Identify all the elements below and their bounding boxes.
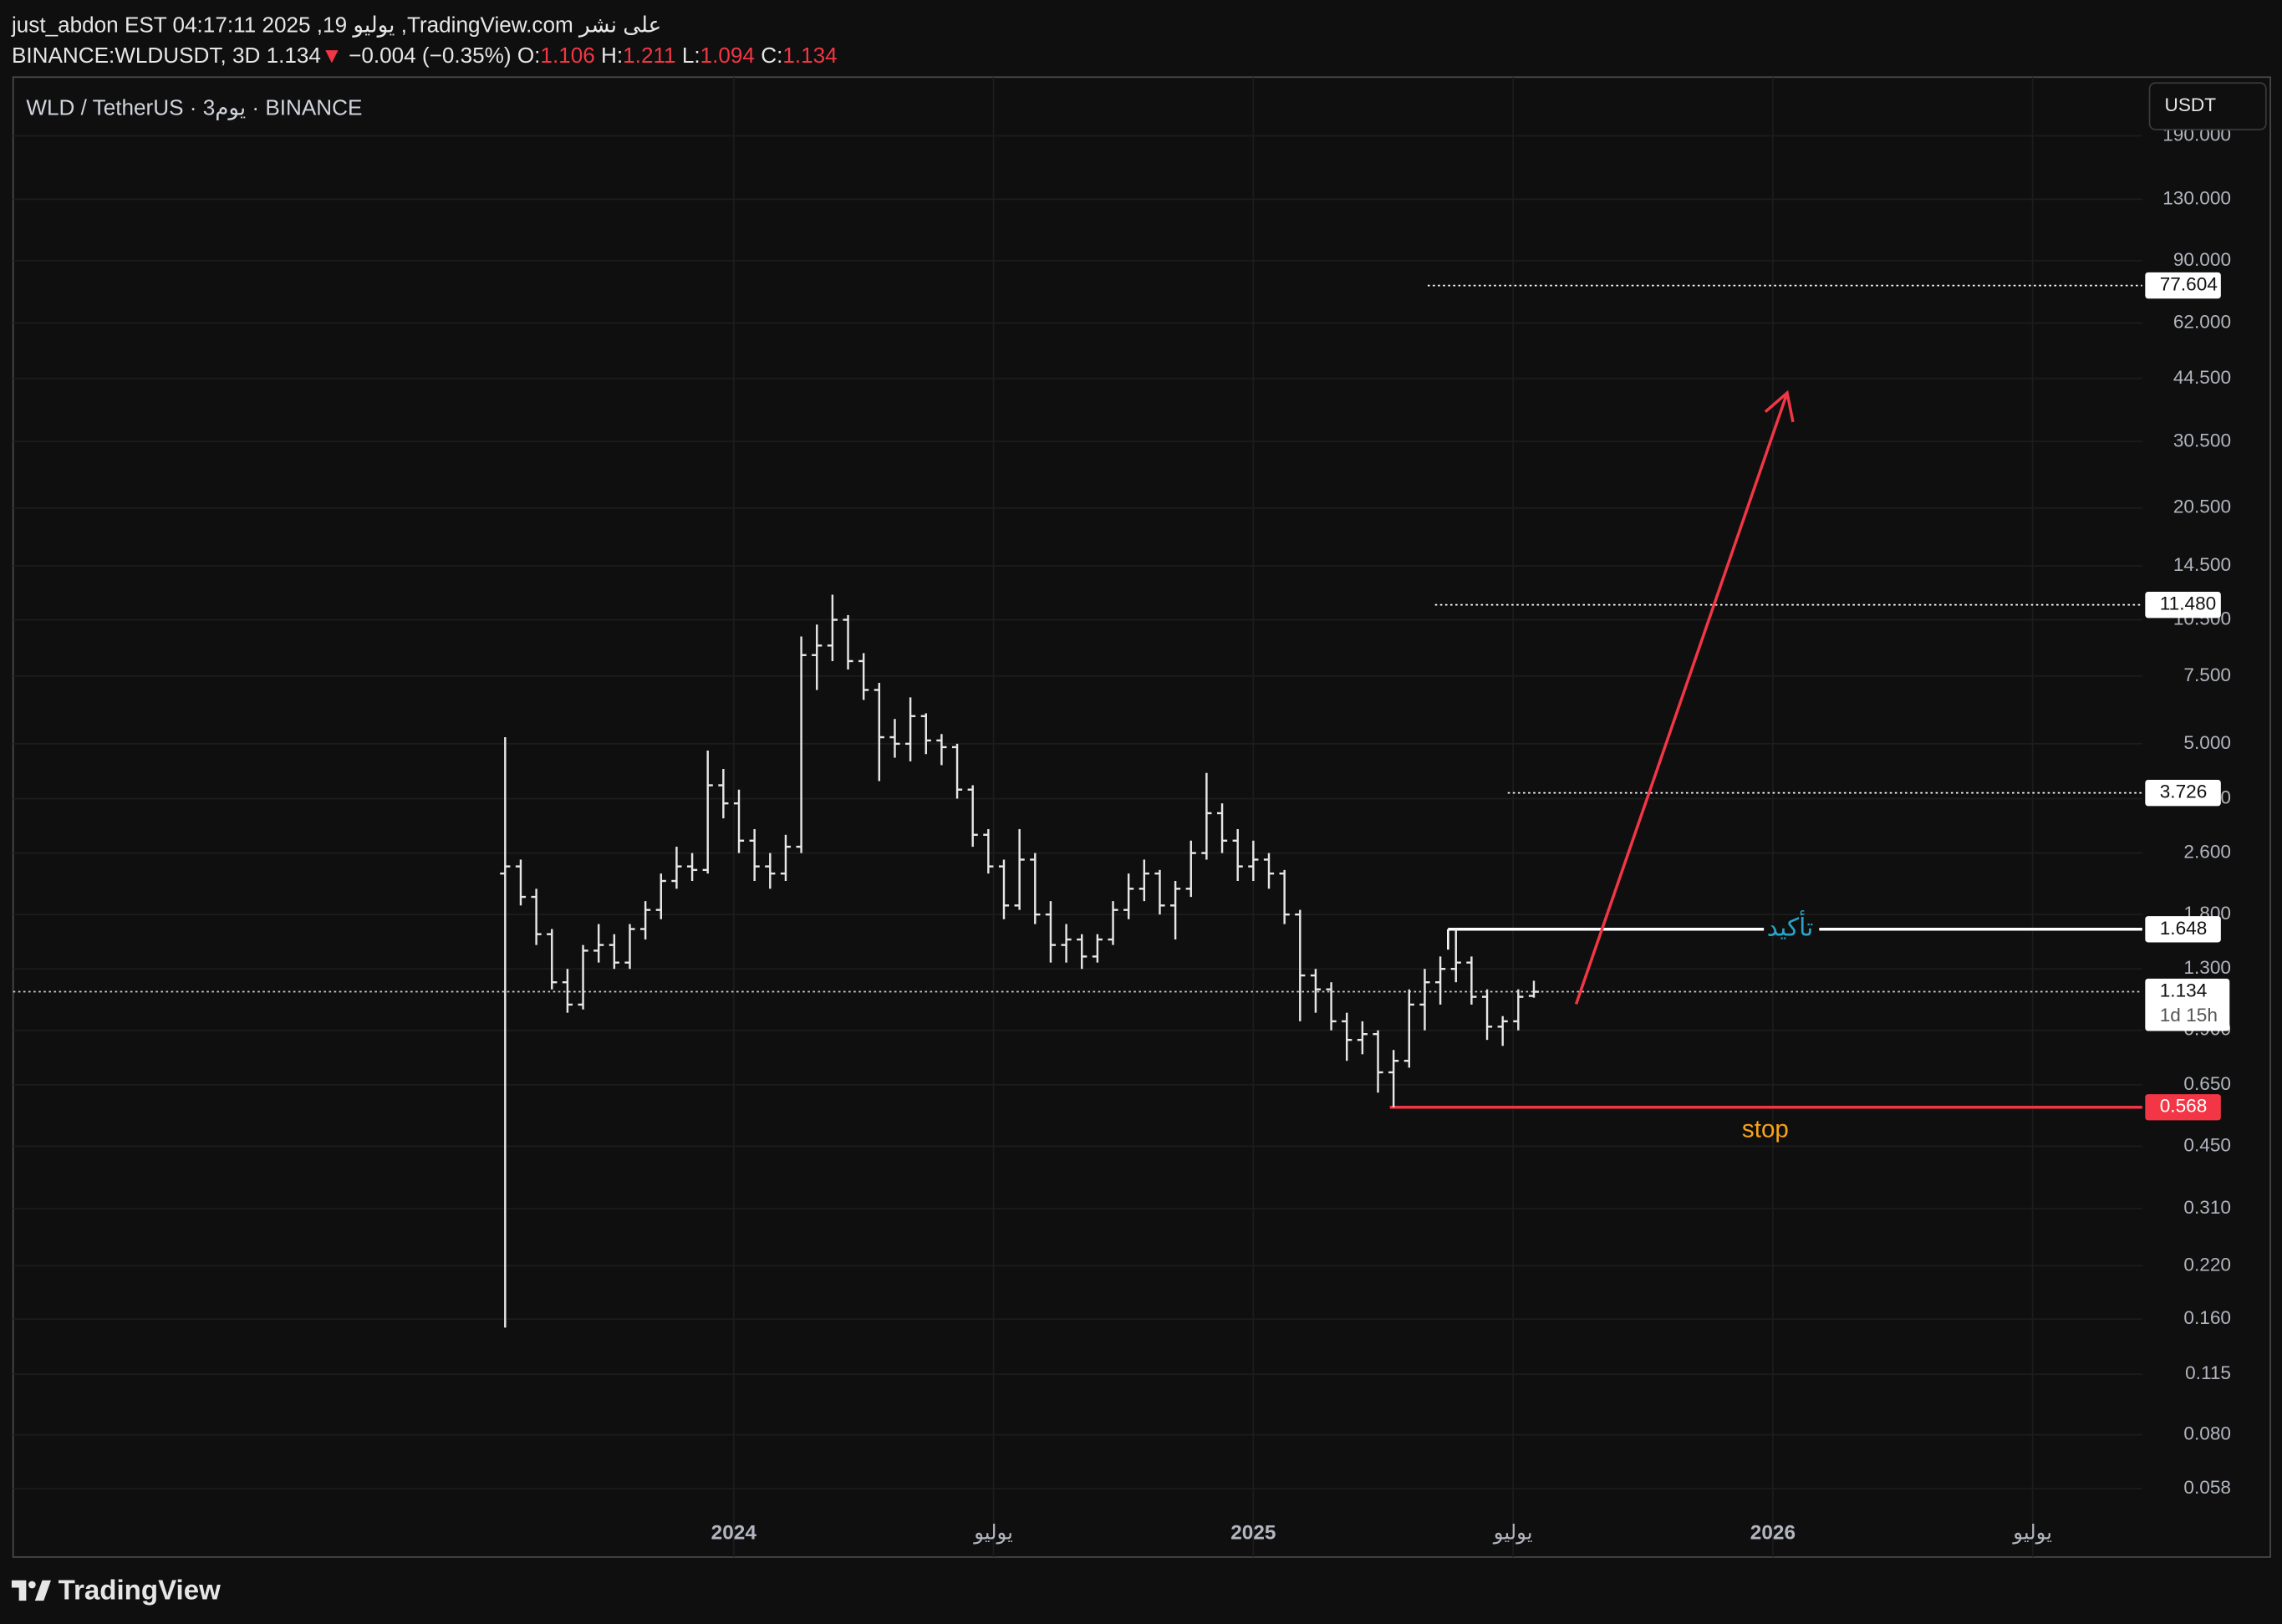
y-tick-label: 0.220 — [2183, 1254, 2231, 1275]
y-tick-label: 0.310 — [2183, 1197, 2231, 1218]
high-label: H: — [601, 43, 623, 68]
price-tag — [2145, 1094, 2221, 1121]
price-tag — [2145, 779, 2221, 807]
price-tag-label: 1.648 — [2160, 918, 2208, 939]
chart-legend[interactable]: WLD / TetherUS · 3يوم · BINANCE — [26, 94, 362, 120]
y-tick-label: 0.058 — [2183, 1477, 2231, 1498]
price-tag — [2145, 916, 2221, 943]
arrow-head — [1764, 389, 1795, 423]
annotation-backdrop — [1764, 923, 1820, 935]
y-tick-label: 20.500 — [2173, 496, 2231, 517]
y-tick-label: 5.000 — [2183, 732, 2231, 753]
low: 1.094 — [700, 43, 755, 68]
annotation: stop — [1742, 1115, 1789, 1143]
x-tick-label: يوليو — [2011, 1521, 2052, 1544]
y-tick-label: 130.000 — [2162, 187, 2231, 208]
y-tick-label: 0.450 — [2183, 1134, 2231, 1155]
close-label: C: — [761, 43, 782, 68]
y-tick-label: 62.000 — [2173, 311, 2231, 332]
current-price-tag — [2145, 978, 2230, 1031]
publish-line: just_abdon EST 04:17:11 2025 ,19 يوليو ,… — [11, 12, 661, 38]
countdown-label: 1d 15h — [2160, 1005, 2218, 1026]
close: 1.134 — [782, 43, 837, 68]
y-tick-label: 2.600 — [2183, 842, 2231, 863]
y-tick-label: 0.160 — [2183, 1307, 2231, 1328]
price-tag — [2145, 272, 2221, 299]
x-tick-label: 2026 — [1750, 1521, 1796, 1544]
open: 1.106 — [540, 43, 594, 68]
x-tick-label: يوليو — [1492, 1521, 1533, 1544]
x-tick-label: 2025 — [1230, 1521, 1276, 1544]
price-tag — [2145, 592, 2221, 619]
chart-frame — [12, 76, 2271, 1558]
change: −0.004 (−0.35%) — [349, 43, 512, 68]
price-tag-label: 0.568 — [2160, 1096, 2208, 1117]
x-tick-label: 2024 — [711, 1521, 757, 1544]
y-tick-label: 44.500 — [2173, 367, 2231, 388]
y-tick-label: 90.000 — [2173, 249, 2231, 270]
symbol-line: BINANCE:WLDUSDT, 3D 1.134▼ −0.004 (−0.35… — [12, 43, 838, 68]
symbol: BINANCE:WLDUSDT, 3D — [12, 43, 260, 68]
high: 1.211 — [623, 43, 675, 68]
price-tag-label: 77.604 — [2160, 274, 2218, 295]
x-tick-label: يوليو — [972, 1521, 1013, 1544]
y-tick-label: 0.080 — [2183, 1423, 2231, 1444]
y-tick-label: 14.500 — [2173, 554, 2231, 575]
currency-label[interactable]: USDT — [2164, 94, 2216, 115]
price-tag-label: 3.726 — [2160, 781, 2208, 802]
currency-button[interactable] — [2148, 82, 2267, 130]
last-price: 1.134 — [267, 43, 321, 68]
y-tick-label: 0.650 — [2183, 1073, 2231, 1094]
price-tags: 190.000130.00090.00062.00044.50030.50020… — [2145, 125, 2231, 1498]
low-label: L: — [682, 43, 700, 68]
price-tag-label: 11.480 — [2160, 593, 2217, 614]
projection-arrow — [1574, 392, 1789, 1005]
annotation: تأكيد — [1767, 910, 1814, 942]
brand[interactable]: TradingView — [59, 1575, 221, 1606]
grid: 2024 يوليو 2025 يوليو 2026 يوليو — [13, 77, 2142, 1557]
current-price-label: 1.134 — [2160, 980, 2208, 1001]
y-tick-label: 7.500 — [2183, 664, 2231, 685]
y-tick-label: 30.500 — [2173, 430, 2231, 451]
open-label: O: — [517, 43, 541, 68]
down-arrow: ▼ — [321, 43, 343, 68]
y-tick-label: 0.115 — [2185, 1362, 2231, 1383]
y-tick-label: 1.300 — [2183, 957, 2231, 978]
brand-logo — [11, 1580, 51, 1601]
plot: تأكيد stop — [13, 284, 2142, 1328]
